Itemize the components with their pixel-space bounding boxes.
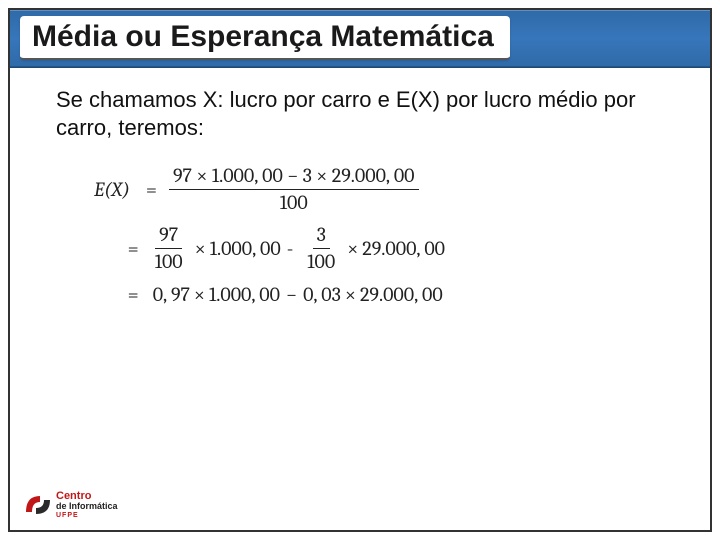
- minus-sign: −: [286, 283, 297, 306]
- minus-sign: -: [287, 237, 294, 260]
- term: 1.000, 00: [209, 283, 280, 306]
- fraction-main: 97 × 1.000, 00 − 3 × 29.000, 00 100: [169, 165, 419, 214]
- title-bar: Média ou Esperança Matemática: [10, 10, 710, 68]
- term: 1.000, 00: [210, 237, 281, 260]
- term: 29.000, 00: [362, 237, 445, 260]
- intro-paragraph: Se chamamos X: lucro por carro e E(X) po…: [10, 68, 710, 141]
- frac-den: 100: [151, 249, 187, 273]
- logo-icon: [22, 490, 52, 520]
- frac-num: 97: [155, 224, 182, 249]
- slide-title: Média ou Esperança Matemática: [20, 16, 510, 60]
- logo-line3: UFPE: [56, 512, 118, 519]
- frac-den: 100: [303, 249, 339, 273]
- times-sign: ×: [347, 237, 358, 260]
- equation-lhs-spacer: [94, 283, 112, 306]
- logo-line2: de Informática: [56, 502, 118, 511]
- equation-lhs-spacer: [94, 237, 112, 260]
- equation-line-2: = 97 100 × 1.000, 00 - 3 100 × 29.000, 0…: [94, 224, 710, 273]
- term: 29.000, 00: [360, 283, 443, 306]
- equals-sign: =: [128, 283, 139, 306]
- times-sign: ×: [194, 283, 205, 306]
- times-sign: ×: [345, 283, 356, 306]
- fraction-den: 100: [276, 190, 312, 214]
- fraction-num: 97 × 1.000, 00 − 3 × 29.000, 00: [169, 165, 419, 190]
- equation-line-1: E(X) = 97 × 1.000, 00 − 3 × 29.000, 00 1…: [94, 165, 710, 214]
- logo-text: Centro de Informática UFPE: [56, 491, 118, 519]
- fraction-3-100: 3 100: [303, 224, 339, 273]
- fraction-97-100: 97 100: [151, 224, 187, 273]
- coef: 0, 03: [303, 283, 341, 306]
- equation-block: E(X) = 97 × 1.000, 00 − 3 × 29.000, 00 1…: [94, 165, 710, 306]
- times-sign: ×: [195, 237, 206, 260]
- equals-sign: =: [128, 237, 139, 260]
- frac-num: 3: [313, 224, 330, 249]
- equals-sign: =: [146, 178, 157, 201]
- equation-line-3: = 0, 97 × 1.000, 00 − 0, 03 × 29.000, 00: [94, 283, 710, 306]
- coef: 0, 97: [153, 283, 190, 306]
- footer-logo: Centro de Informática UFPE: [22, 490, 118, 520]
- slide-frame: Média ou Esperança Matemática Se chamamo…: [8, 8, 712, 532]
- equation-lhs: E(X): [94, 178, 130, 201]
